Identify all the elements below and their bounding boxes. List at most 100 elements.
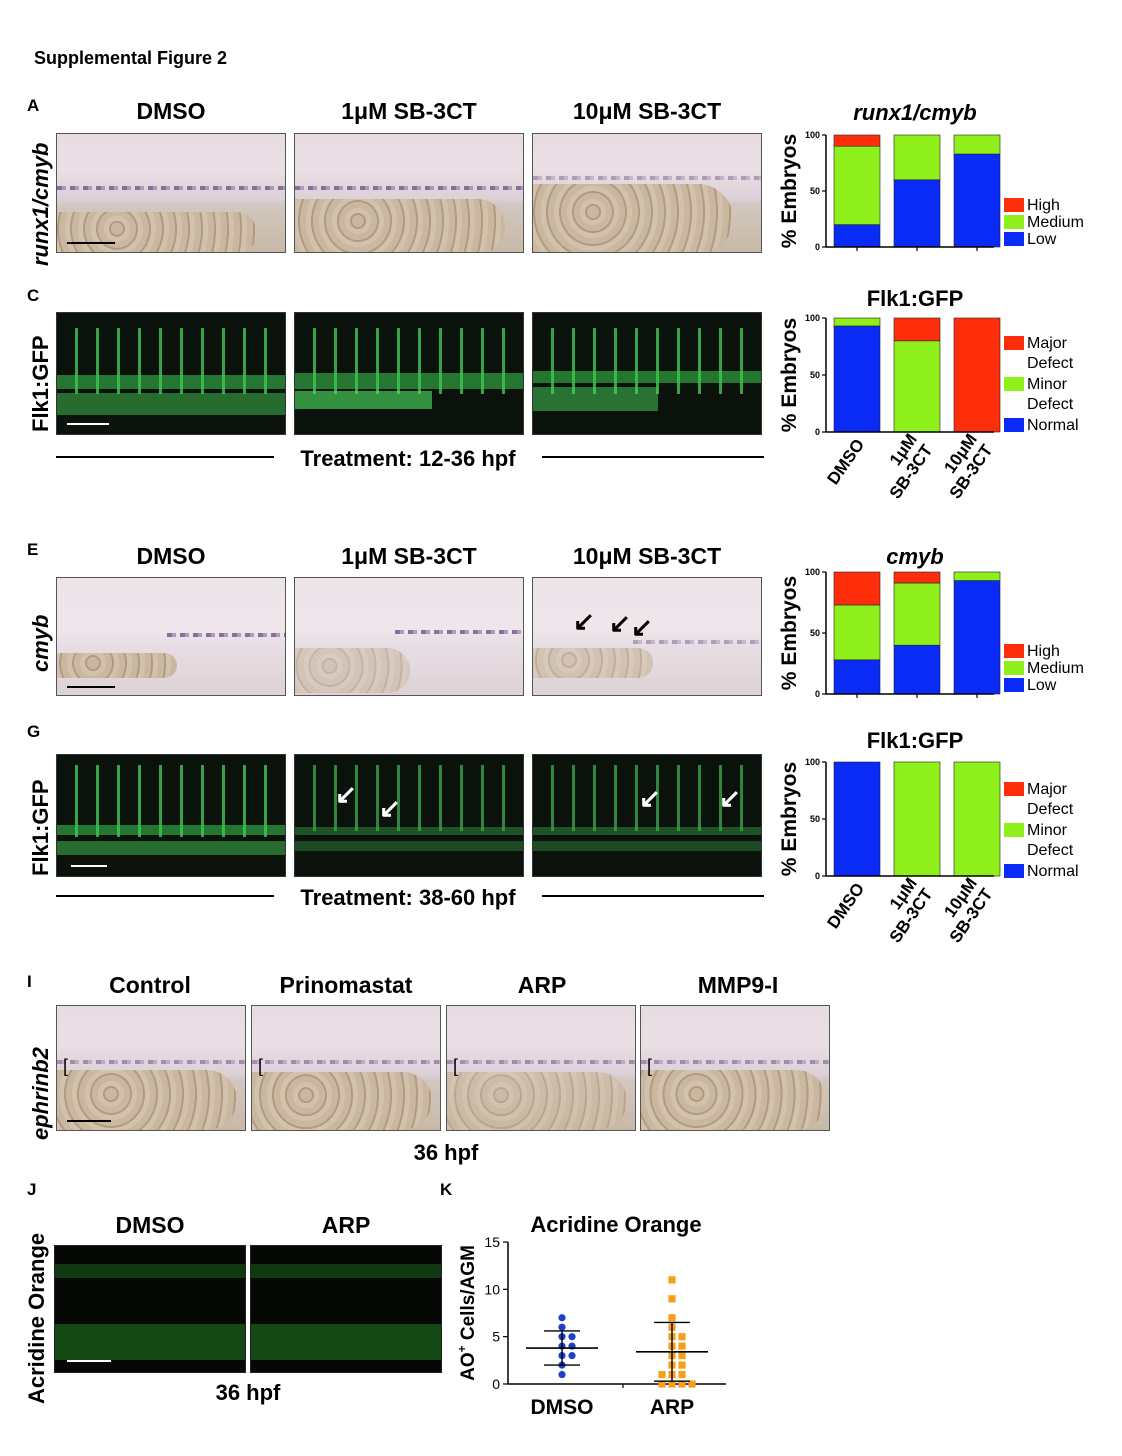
header-a-1um: 1μM SB-3CT: [341, 98, 477, 124]
panel-label-c: C: [27, 286, 40, 305]
legend-label-medium: Medium: [1027, 660, 1084, 677]
legend-label-high: High: [1027, 197, 1060, 214]
bar-low-2: [953, 153, 1001, 248]
hpf-label-i: 36 hpf: [413, 1140, 479, 1165]
x-tick-label: 1μMSB-3CT: [870, 430, 937, 503]
legend-swatch-high: [1004, 644, 1024, 658]
panel-label-a: A: [27, 96, 40, 115]
y-tick-label: 0: [815, 689, 820, 699]
treatment-line-left: [56, 456, 274, 458]
x-tick-label: DMSO: [823, 879, 868, 932]
y-tick-label: 0: [815, 427, 820, 437]
bar-minor-defect-0: [833, 317, 881, 327]
fluorescence-image-g-1um: ↙ ↙: [294, 754, 524, 877]
chart-title: cmyb: [886, 544, 943, 569]
arrow-icon: ↙: [719, 783, 741, 813]
legend-label-low: Low: [1027, 677, 1057, 694]
ao-image-dmso: [54, 1245, 246, 1373]
y-axis-label: % Embryos: [778, 762, 801, 876]
legend-label-major-defect: Major: [1027, 781, 1068, 798]
legend-label-normal: Normal: [1027, 417, 1079, 434]
legend-swatch-major-defect: [1004, 336, 1024, 350]
bar-minor-defect-2: [953, 761, 1001, 877]
data-point-arp: [678, 1361, 686, 1369]
y-tick-label: 50: [810, 814, 820, 824]
ish-image-e-1um: [294, 577, 524, 696]
ish-image-i-prinomastat: [: [251, 1005, 441, 1131]
scale-bar: [67, 1120, 111, 1122]
ish-image-e-10um: ↙ ↙ ↙: [532, 577, 762, 696]
legend-label-cont: Defect: [1027, 396, 1074, 413]
legend-swatch-high: [1004, 198, 1024, 212]
ish-image-a-1um: [294, 133, 524, 253]
y-tick-label: 50: [810, 628, 820, 638]
scale-bar: [67, 686, 115, 688]
legend-label-low: Low: [1027, 231, 1057, 248]
x-tick-label: ARP: [650, 1396, 694, 1419]
legend-swatch-minor-defect: [1004, 823, 1024, 837]
bar-low-0: [833, 659, 881, 695]
header-j-arp: ARP: [321, 1212, 371, 1238]
fluorescence-image-c-10um: [532, 312, 762, 435]
chart-k: Acridine Orange AO+ Cells/AGM 0 5 10 15 DMSO AR…: [455, 1212, 726, 1419]
bar-medium-1: [893, 134, 941, 181]
y-tick-label: 50: [810, 186, 820, 196]
legend-label-major-defect: Major: [1027, 335, 1068, 352]
arrow-icon: ↙: [573, 606, 595, 636]
legend-swatch-low: [1004, 678, 1024, 692]
legend-swatch-major-defect: [1004, 782, 1024, 796]
data-point-arp: [668, 1380, 676, 1388]
bar-high-0: [833, 134, 881, 147]
data-point-arp: [678, 1380, 686, 1388]
arrow-icon: ↙: [631, 612, 653, 642]
ish-image-i-arp: [: [446, 1005, 636, 1131]
x-tick-label: 1μMSB-3CT: [870, 874, 937, 947]
panel-label-g: G: [27, 722, 41, 741]
bar-low-2: [953, 580, 1001, 695]
bar-medium-1: [893, 582, 941, 646]
treatment-line-left: [56, 895, 274, 897]
bar-minor-defect-1: [893, 340, 941, 433]
arrow-icon: ↙: [335, 779, 357, 809]
y-tick-label: 0: [492, 1376, 500, 1392]
data-point-arp: [658, 1370, 666, 1379]
legend-label-minor-defect: Minor: [1027, 376, 1068, 393]
bar-medium-0: [833, 604, 881, 661]
row-label-j: Acridine Orange: [24, 1232, 49, 1404]
x-tick-label: 10μMSB-3CT: [930, 874, 997, 947]
row-label-g: Flk1:GFP: [28, 779, 53, 876]
bar-low-1: [893, 179, 941, 248]
data-point-arp: [668, 1276, 676, 1284]
header-i-prinomastat: Prinomastat: [279, 972, 413, 998]
panel-label-i: I: [27, 972, 32, 991]
y-tick-label: 0: [815, 871, 820, 881]
bar-major-defect-1: [893, 317, 941, 342]
legend-swatch-minor-defect: [1004, 377, 1024, 391]
treatment-label-1: Treatment: 12-36 hpf: [300, 446, 516, 471]
bar-high-0: [833, 571, 881, 606]
x-tick-label: DMSO: [823, 435, 868, 488]
legend-swatch-normal: [1004, 864, 1024, 878]
data-point-arp: [668, 1295, 676, 1303]
x-tick-label: 10μMSB-3CT: [930, 430, 997, 503]
y-axis-label: AO+ Cells/AGM: [455, 1245, 479, 1381]
chart-title: runx1/cmyb: [853, 100, 977, 125]
fluorescence-image-c-dmso: [56, 312, 286, 435]
treatment-line-right: [542, 895, 764, 897]
y-axis-label: % Embryos: [778, 134, 801, 248]
header-e-10um: 10μM SB-3CT: [572, 543, 722, 569]
chart-title: Acridine Orange: [530, 1212, 701, 1237]
ish-image-i-mmp9i: [: [640, 1005, 830, 1131]
bar-major-defect-2: [953, 317, 1001, 433]
y-tick-label: 15: [484, 1234, 500, 1250]
header-a-dmso: DMSO: [136, 98, 206, 124]
data-point-arp: [678, 1342, 686, 1350]
legend-label-medium: Medium: [1027, 214, 1084, 231]
legend-label-minor-defect: Minor: [1027, 822, 1068, 839]
data-point-dmso: [568, 1352, 576, 1360]
legend-swatch-low: [1004, 232, 1024, 246]
data-point-arp: [658, 1380, 666, 1388]
bar-normal-0: [833, 761, 881, 877]
y-tick-label: 100: [805, 130, 820, 140]
